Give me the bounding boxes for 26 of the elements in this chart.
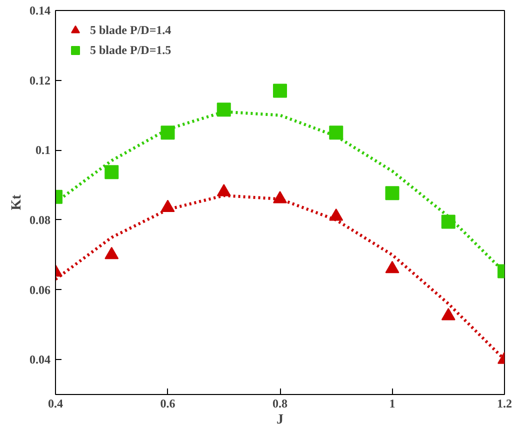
point bbox=[273, 84, 287, 98]
x-tick-label: 1 bbox=[389, 396, 396, 410]
point bbox=[329, 126, 344, 140]
y-tick-label: 0.08 bbox=[30, 212, 50, 227]
point bbox=[385, 260, 400, 274]
y-tick-label: 0.06 bbox=[30, 282, 50, 297]
y-tick-label: 0.12 bbox=[30, 73, 50, 88]
x-tick-label: 1.2 bbox=[497, 396, 512, 410]
x-axis-title: J bbox=[276, 412, 284, 428]
point bbox=[385, 186, 400, 200]
y-tick-label: 0.04 bbox=[30, 352, 50, 367]
point bbox=[216, 102, 231, 117]
legend-label: 5 blade P/D=1.5 bbox=[90, 42, 172, 58]
x-tick-label: 0.6 bbox=[160, 396, 176, 410]
point bbox=[273, 191, 287, 204]
point bbox=[160, 126, 175, 140]
point bbox=[441, 308, 456, 320]
legend-label: 5 blade P/D=1.4 bbox=[90, 22, 172, 38]
x-tick-label: 0.4 bbox=[48, 396, 63, 410]
point bbox=[104, 246, 119, 260]
x-tick-label: 0.8 bbox=[272, 396, 288, 410]
y-tick-label: 0.1 bbox=[36, 143, 50, 158]
y-axis-title: Kt bbox=[10, 194, 24, 210]
point bbox=[104, 165, 119, 180]
y-tick-label: 0.14 bbox=[30, 4, 50, 18]
point bbox=[441, 214, 456, 229]
